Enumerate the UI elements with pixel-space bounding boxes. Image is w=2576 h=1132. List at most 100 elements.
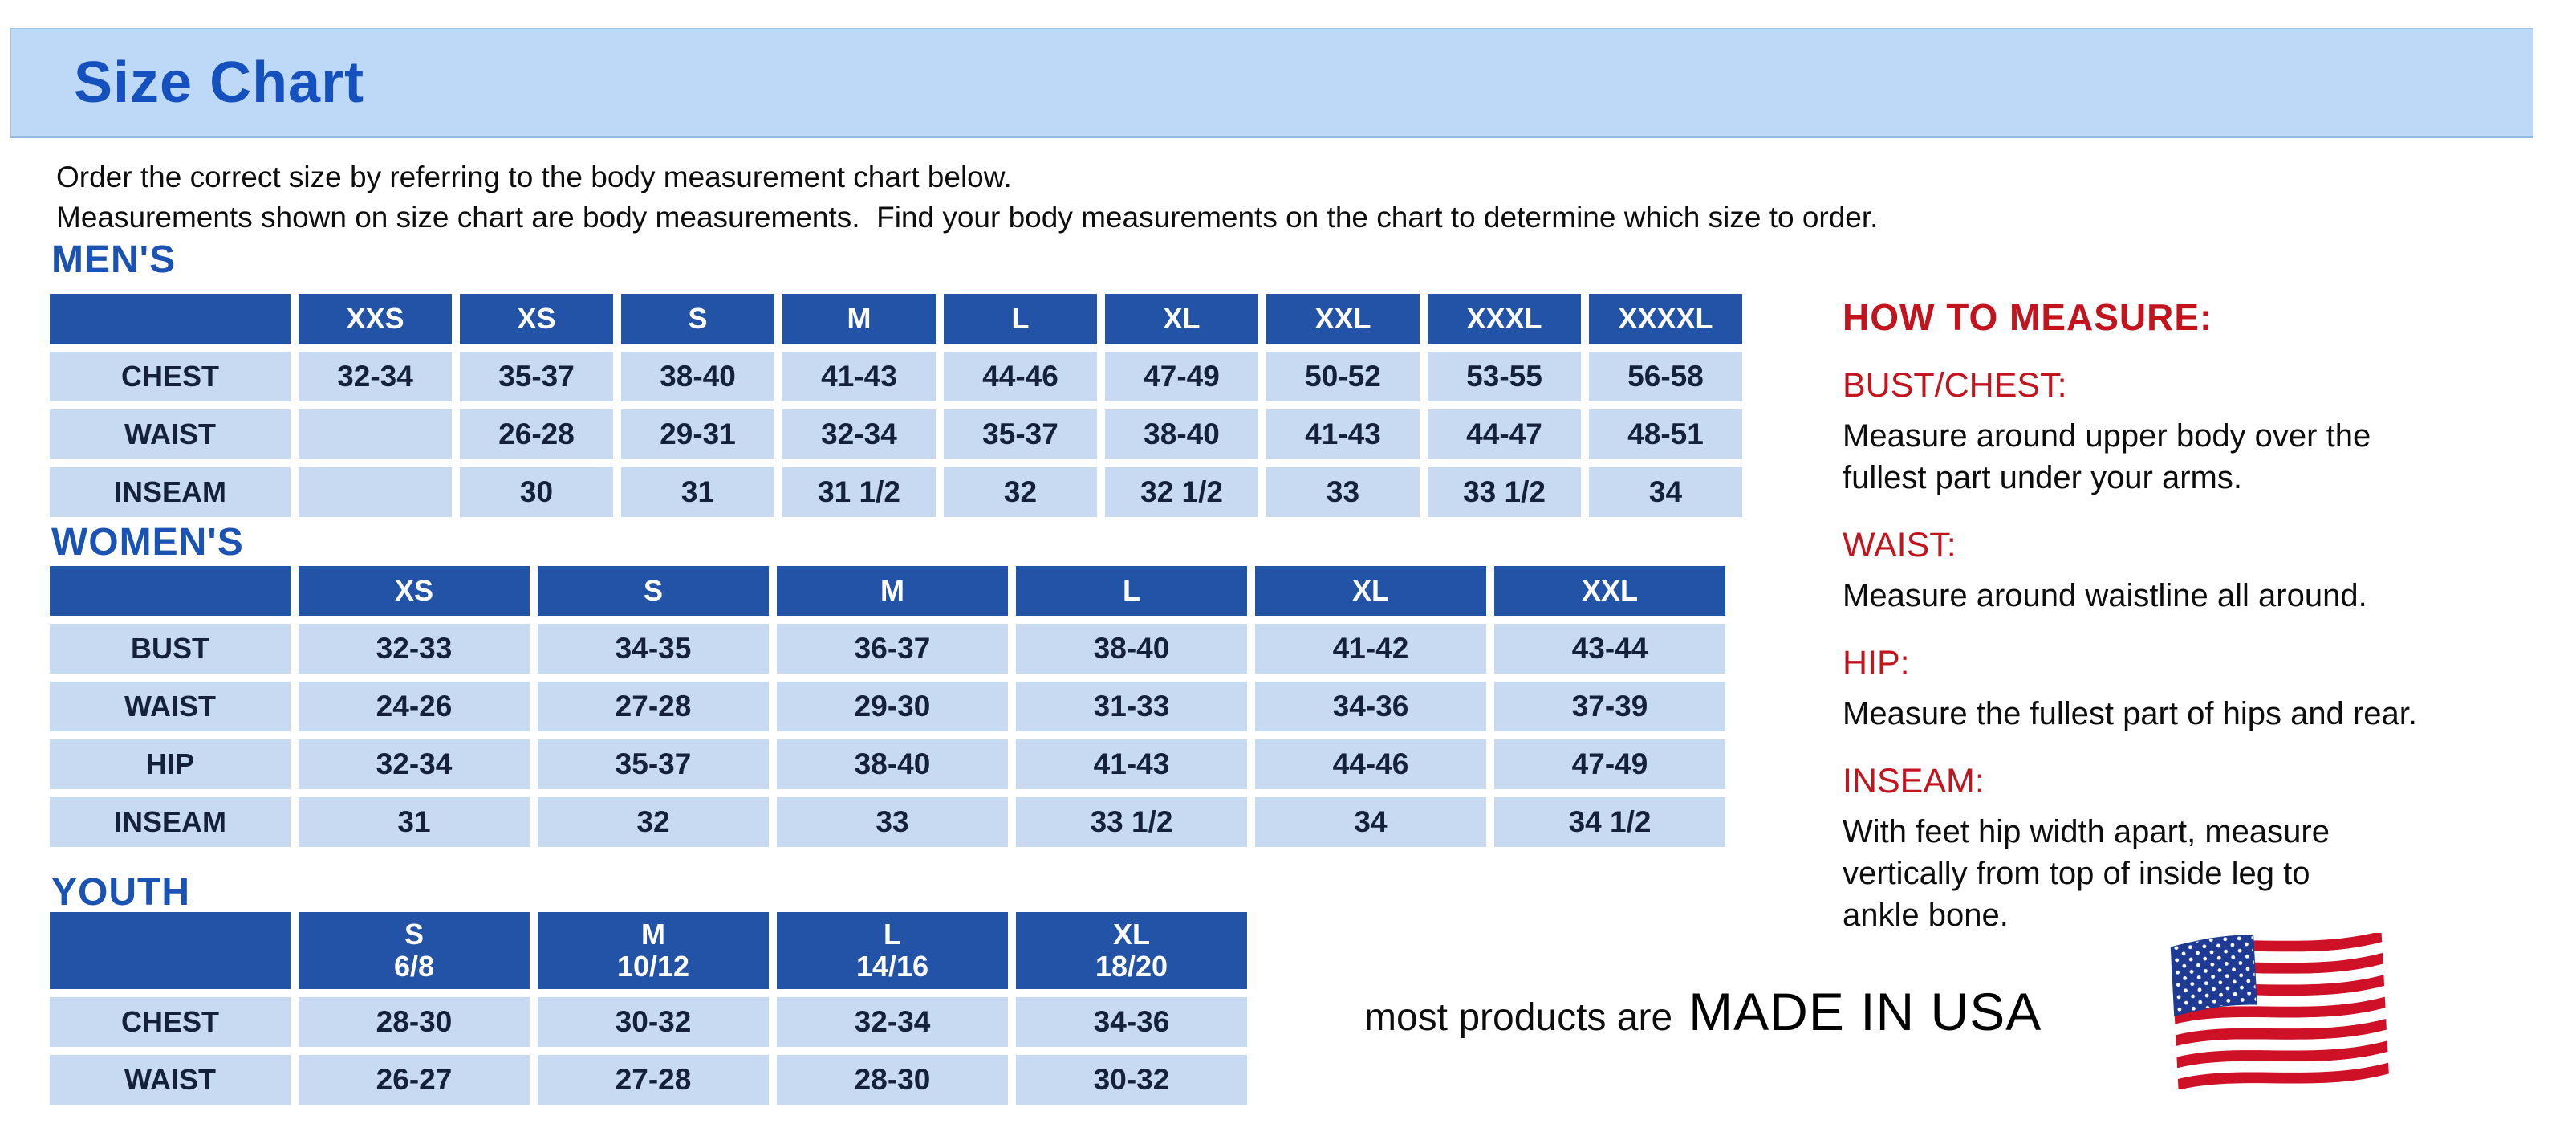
- womens-header-row: XS S M L XL XXL: [50, 566, 1725, 616]
- mens-size-cell: [299, 409, 452, 459]
- measure-item-bust-chest: BUST/CHEST: Measure around upper body ov…: [1843, 366, 2576, 499]
- womens-column-header: XXL: [1494, 566, 1725, 616]
- mens-size-cell: 26-28: [460, 409, 613, 459]
- womens-size-cell: 32: [538, 797, 769, 847]
- mens-size-cell: 29-31: [621, 409, 774, 459]
- youth-size-cell: 28-30: [299, 997, 530, 1047]
- youth-corner-header: [50, 912, 291, 989]
- womens-size-cell: 33: [777, 797, 1008, 847]
- mens-table-row: INSEAM 30 31 31 1/2 32 32 1/2 33 33 1/2 34: [50, 467, 1742, 517]
- mens-size-cell: 31: [621, 467, 774, 517]
- youth-section-heading: YOUTH: [51, 871, 190, 914]
- womens-row-label: INSEAM: [50, 797, 291, 847]
- youth-size-cell: 26-27: [299, 1055, 530, 1105]
- mens-size-cell: 41-43: [1266, 409, 1420, 459]
- mens-column-header: XXL: [1266, 294, 1420, 344]
- womens-column-header: L: [1016, 566, 1247, 616]
- mens-size-cell: 44-46: [944, 352, 1097, 401]
- youth-size-cell: 30-32: [1016, 1055, 1247, 1105]
- womens-row-label: HIP: [50, 739, 291, 789]
- youth-column-header: L 14/16: [777, 912, 1008, 989]
- youth-size-cell: 34-36: [1016, 997, 1247, 1047]
- made-in-usa-text: MADE IN USA: [1688, 982, 2042, 1041]
- mens-column-header: L: [944, 294, 1097, 344]
- mens-size-cell: 32: [944, 467, 1097, 517]
- measure-description: Measure around waistline all around.: [1843, 578, 2367, 613]
- us-flag-icon: [2167, 930, 2391, 1090]
- mens-table-row: CHEST 32-34 35-37 38-40 41-43 44-46 47-49 50-52…: [50, 352, 1742, 401]
- womens-row-label: BUST: [50, 624, 291, 674]
- mens-size-cell: 35-37: [944, 409, 1097, 459]
- womens-size-cell: 34 1/2: [1494, 797, 1725, 847]
- mens-column-header: M: [782, 294, 936, 344]
- youth-column-header: S 6/8: [299, 912, 530, 989]
- mens-size-cell: 32-34: [782, 409, 936, 459]
- mens-size-cell: 32 1/2: [1105, 467, 1258, 517]
- womens-size-cell: 34: [1255, 797, 1486, 847]
- womens-size-cell: 32-34: [299, 739, 530, 789]
- mens-row-label: INSEAM: [50, 467, 291, 517]
- mens-size-table: XXS XS S M L XL XXL XXXL XXXXL CHEST 32-34 35-37 38-…: [42, 286, 1750, 525]
- womens-row-label: WAIST: [50, 682, 291, 731]
- womens-size-cell: 41-43: [1016, 739, 1247, 789]
- womens-table-row: BUST 32-33 34-35 36-37 38-40 41-42 43-44: [50, 624, 1725, 674]
- mens-size-cell: 30: [460, 467, 613, 517]
- womens-column-header: M: [777, 566, 1008, 616]
- measure-term: BUST/CHEST:: [1843, 366, 2067, 405]
- womens-corner-header: [50, 566, 291, 616]
- womens-section-heading: WOMEN'S: [51, 521, 244, 564]
- mens-size-cell: 44-47: [1428, 409, 1581, 459]
- youth-column-header: M 10/12: [538, 912, 769, 989]
- womens-size-cell: 24-26: [299, 682, 530, 731]
- womens-column-header: XL: [1255, 566, 1486, 616]
- womens-size-cell: 33 1/2: [1016, 797, 1247, 847]
- measure-description: With feet hip width apart, measure verti…: [1843, 814, 2330, 933]
- mens-size-cell: 56-58: [1589, 352, 1742, 401]
- womens-table-row: WAIST 24-26 27-28 29-30 31-33 34-36 37-39: [50, 682, 1725, 731]
- womens-size-cell: 37-39: [1494, 682, 1725, 731]
- how-to-measure-panel: HOW TO MEASURE: BUST/CHEST: Measure arou…: [1843, 295, 2576, 936]
- made-in-usa-prefix: most products are: [1364, 996, 1673, 1039]
- womens-size-cell: 31-33: [1016, 682, 1247, 731]
- measure-term: INSEAM:: [1843, 762, 1985, 800]
- mens-size-cell: 48-51: [1589, 409, 1742, 459]
- womens-size-cell: 38-40: [1016, 624, 1247, 674]
- mens-row-label: CHEST: [50, 352, 291, 401]
- youth-size-table: S 6/8 M 10/12 L 14/16 XL 18/20 CHEST 28-30 30-…: [42, 904, 1255, 1113]
- mens-size-cell: [299, 467, 452, 517]
- womens-size-cell: 36-37: [777, 624, 1008, 674]
- mens-size-cell: 53-55: [1428, 352, 1581, 401]
- womens-size-cell: 35-37: [538, 739, 769, 789]
- youth-size-cell: 27-28: [538, 1055, 769, 1105]
- measure-description: Measure around upper body over the fulle…: [1843, 418, 2371, 495]
- measure-item-hip: HIP: Measure the fullest part of hips an…: [1843, 644, 2576, 735]
- womens-size-cell: 38-40: [777, 739, 1008, 789]
- womens-size-table: XS S M L XL XXL BUST 32-33 34-35 36-37 38-40 41-42 4…: [42, 558, 1733, 855]
- youth-table-row: WAIST 26-27 27-28 28-30 30-32: [50, 1055, 1247, 1105]
- womens-column-header: XS: [299, 566, 530, 616]
- womens-size-cell: 47-49: [1494, 739, 1725, 789]
- youth-table-row: CHEST 28-30 30-32 32-34 34-36: [50, 997, 1247, 1047]
- intro-text: Order the correct size by referring to t…: [56, 161, 1879, 234]
- page-title: Size Chart: [74, 50, 365, 115]
- mens-row-label: WAIST: [50, 409, 291, 459]
- mens-column-header: XL: [1105, 294, 1258, 344]
- mens-size-cell: 35-37: [460, 352, 613, 401]
- mens-column-header: XS: [460, 294, 613, 344]
- made-in-usa-line: most products are MADE IN USA: [1364, 981, 2042, 1042]
- measure-description: Measure the fullest part of hips and rea…: [1843, 696, 2417, 731]
- mens-size-cell: 38-40: [621, 352, 774, 401]
- youth-size-cell: 32-34: [777, 997, 1008, 1047]
- womens-size-cell: 29-30: [777, 682, 1008, 731]
- measure-item-waist: WAIST: Measure around waistline all arou…: [1843, 526, 2576, 617]
- mens-size-cell: 33: [1266, 467, 1420, 517]
- mens-header-row: XXS XS S M L XL XXL XXXL XXXXL: [50, 294, 1742, 344]
- womens-size-cell: 43-44: [1494, 624, 1725, 674]
- womens-table-row: INSEAM 31 32 33 33 1/2 34 34 1/2: [50, 797, 1725, 847]
- mens-size-cell: 32-34: [299, 352, 452, 401]
- mens-column-header: S: [621, 294, 774, 344]
- measure-item-inseam: INSEAM: With feet hip width apart, measu…: [1843, 762, 2576, 936]
- womens-size-cell: 31: [299, 797, 530, 847]
- womens-size-cell: 34-35: [538, 624, 769, 674]
- measure-term: WAIST:: [1843, 526, 1956, 564]
